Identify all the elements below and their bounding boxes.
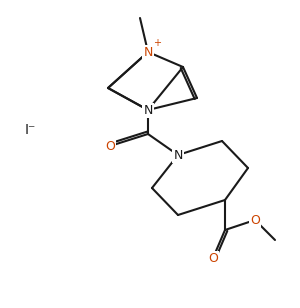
Text: N: N xyxy=(143,103,153,116)
Text: I⁻: I⁻ xyxy=(24,123,36,137)
Text: +: + xyxy=(153,38,161,48)
Text: O: O xyxy=(208,252,218,265)
Text: N: N xyxy=(143,46,153,59)
Text: O: O xyxy=(250,213,260,226)
Text: N: N xyxy=(173,148,183,161)
Text: O: O xyxy=(105,140,115,152)
